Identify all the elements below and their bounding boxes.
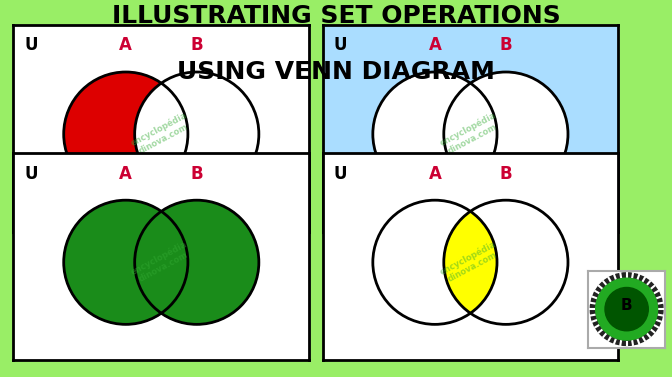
Text: A: A bbox=[429, 165, 442, 182]
Circle shape bbox=[134, 200, 259, 324]
Circle shape bbox=[373, 200, 497, 324]
Text: encyclopédia
dinova.com: encyclopédia dinova.com bbox=[438, 239, 503, 286]
Text: B: B bbox=[499, 165, 512, 182]
Circle shape bbox=[595, 278, 658, 340]
Text: B: B bbox=[190, 37, 203, 54]
Text: encyclopédia
dinova.com: encyclopédia dinova.com bbox=[129, 111, 194, 158]
Text: B: B bbox=[499, 37, 512, 54]
Text: U: U bbox=[24, 165, 38, 182]
Circle shape bbox=[444, 72, 568, 196]
Circle shape bbox=[64, 72, 188, 196]
Text: U: U bbox=[24, 37, 38, 54]
Circle shape bbox=[605, 288, 648, 331]
Text: B: B bbox=[621, 298, 632, 313]
Text: U: U bbox=[333, 165, 347, 182]
Text: encyclopédia
dinova.com: encyclopédia dinova.com bbox=[438, 111, 503, 158]
Text: U: U bbox=[333, 37, 347, 54]
Text: A: A bbox=[429, 37, 442, 54]
Text: encyclopédia
dinova.com: encyclopédia dinova.com bbox=[129, 239, 194, 286]
Text: USING VENN DIAGRAM: USING VENN DIAGRAM bbox=[177, 60, 495, 84]
Circle shape bbox=[64, 200, 188, 324]
Text: A: A bbox=[120, 165, 132, 182]
Text: B: B bbox=[190, 165, 203, 182]
Polygon shape bbox=[444, 211, 497, 313]
Circle shape bbox=[373, 72, 497, 196]
Circle shape bbox=[134, 72, 259, 196]
Text: A: A bbox=[120, 37, 132, 54]
Circle shape bbox=[590, 273, 663, 345]
Circle shape bbox=[444, 200, 568, 324]
Text: ILLUSTRATING SET OPERATIONS: ILLUSTRATING SET OPERATIONS bbox=[112, 4, 560, 28]
